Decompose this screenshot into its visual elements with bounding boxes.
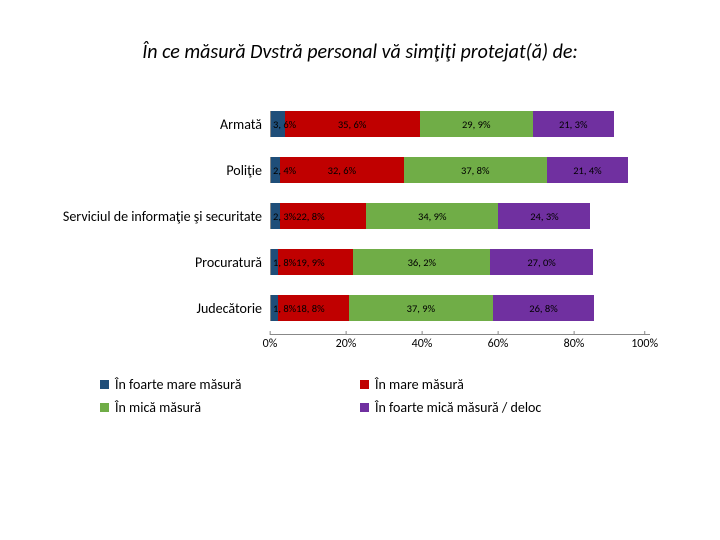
x-tick-label: 40%	[412, 337, 433, 351]
bar-segment: 34, 9%	[366, 203, 498, 229]
legend: În foarte mare măsură În mare măsură În mi…	[40, 376, 680, 416]
legend-swatch	[100, 403, 109, 412]
x-tick-label: 60%	[488, 337, 509, 351]
legend-swatch	[360, 403, 369, 412]
segment-value-label: 34, 9%	[418, 210, 446, 223]
x-tick: 0%	[263, 331, 278, 351]
bar-track: 1, 8%18, 8% 37, 9% 26, 8%	[270, 295, 650, 321]
bar-row: Judecătorie1, 8%18, 8% 37, 9% 26, 8%	[40, 288, 680, 328]
segment-value-label: 35, 6%	[338, 118, 366, 131]
legend-label: În foarte mică măsură / deloc	[375, 399, 541, 416]
bar-segment: 35, 6%	[285, 111, 420, 137]
bar-segment: 26, 8%	[493, 295, 595, 321]
segment-value-label: 27, 0%	[527, 256, 555, 269]
bar-segment: 3, 6%	[271, 111, 285, 137]
bar-segment: 2, 4%	[271, 157, 280, 183]
bar-segment: 1, 8%18, 8%	[271, 295, 278, 321]
bar-segment: 1, 8%19, 9%	[271, 249, 278, 275]
segment-value-label: 24, 3%	[530, 210, 558, 223]
x-tick: 40%	[412, 331, 433, 351]
segment-value-label: 2, 3%22, 8%	[273, 210, 325, 223]
segment-value-label: 21, 4%	[573, 164, 601, 177]
chart-title: În ce măsură Dvstră personal vă simţiţi …	[40, 40, 680, 64]
x-tick: 20%	[336, 331, 357, 351]
segment-value-label: 37, 8%	[461, 164, 489, 177]
x-tick: 60%	[488, 331, 509, 351]
bar-track: 2, 4% 32, 6% 37, 8% 21, 4%	[270, 157, 650, 183]
x-axis: 0% 20% 40% 60% 80% 100%	[40, 334, 680, 358]
category-label: Poliţie	[40, 162, 270, 179]
category-label: Procuratură	[40, 254, 270, 271]
category-label: Serviciul de informaţie şi securitate	[40, 208, 270, 225]
legend-item: În mare măsură	[360, 376, 660, 393]
bar-segment: 21, 4%	[547, 157, 628, 183]
segment-value-label: 21, 3%	[559, 118, 587, 131]
legend-item: În mică măsură	[100, 399, 360, 416]
legend-item: În foarte mare măsură	[100, 376, 360, 393]
segment-value-label: 32, 6%	[328, 164, 356, 177]
segment-value-label: 29, 9%	[462, 118, 490, 131]
x-tick-label: 20%	[336, 337, 357, 351]
segment-value-label: 1, 8%18, 8%	[273, 302, 325, 315]
legend-swatch	[100, 380, 109, 389]
bar-row: Procuratură1, 8%19, 9% 36, 2% 27, 0%	[40, 242, 680, 282]
bar-segment: 24, 3%	[498, 203, 590, 229]
segment-value-label: 36, 2%	[408, 256, 436, 269]
x-tick-label: 80%	[564, 337, 585, 351]
bar-segment: 29, 9%	[420, 111, 533, 137]
bar-row: Poliţie2, 4% 32, 6% 37, 8% 21, 4%	[40, 150, 680, 190]
bar-track: 3, 6% 35, 6% 29, 9% 21, 3%	[270, 111, 650, 137]
category-label: Armată	[40, 116, 270, 133]
segment-value-label: 2, 4%	[273, 164, 296, 177]
bar-segment: 2, 3%22, 8%	[271, 203, 280, 229]
x-tick: 100%	[631, 331, 658, 351]
x-tick: 80%	[564, 331, 585, 351]
bar-row: Armată3, 6% 35, 6% 29, 9% 21, 3%	[40, 104, 680, 144]
segment-value-label: 1, 8%19, 9%	[273, 256, 325, 269]
bar-segment: 37, 8%	[404, 157, 547, 183]
segment-value-label: 26, 8%	[529, 302, 557, 315]
legend-label: În mică măsură	[115, 399, 201, 416]
bar-segment: 32, 6%	[280, 157, 404, 183]
legend-label: În mare măsură	[375, 376, 464, 393]
bar-track: 1, 8%19, 9% 36, 2% 27, 0%	[270, 249, 650, 275]
x-tick-label: 100%	[631, 337, 658, 351]
chart-area: Armată3, 6% 35, 6% 29, 9% 21, 3% Poliţie2, 4…	[40, 104, 680, 328]
bar-segment: 37, 9%	[349, 295, 493, 321]
legend-swatch	[360, 380, 369, 389]
legend-item: În foarte mică măsură / deloc	[360, 399, 660, 416]
bar-track: 2, 3%22, 8% 34, 9% 24, 3%	[270, 203, 650, 229]
bar-segment: 36, 2%	[353, 249, 490, 275]
legend-label: În foarte mare măsură	[115, 376, 241, 393]
bar-segment: 27, 0%	[490, 249, 592, 275]
segment-value-label: 37, 9%	[407, 302, 435, 315]
bar-segment: 21, 3%	[533, 111, 614, 137]
segment-value-label: 3, 6%	[273, 118, 296, 131]
category-label: Judecătorie	[40, 300, 270, 317]
x-tick-label: 0%	[263, 337, 278, 351]
bar-row: Serviciul de informaţie şi securitate2, …	[40, 196, 680, 236]
